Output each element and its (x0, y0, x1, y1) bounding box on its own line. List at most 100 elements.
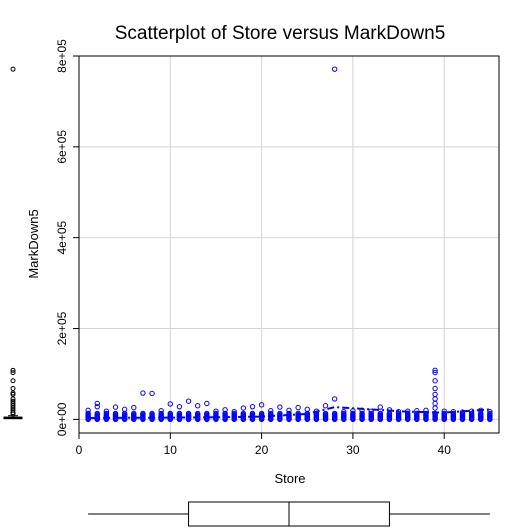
x-tick-label: 10 (164, 443, 178, 457)
data-point (432, 369, 438, 376)
data-point (185, 398, 192, 404)
data-point (112, 404, 119, 410)
y-box-outlier (10, 66, 16, 72)
data-point (149, 410, 155, 417)
data-point (350, 410, 356, 417)
data-point (368, 408, 374, 414)
y-box-outlier (10, 398, 16, 404)
data-point (131, 410, 137, 417)
data-point (295, 410, 301, 417)
data-point (249, 403, 256, 410)
data-point (331, 396, 338, 402)
y-box-outlier (10, 400, 16, 406)
data-point (478, 407, 484, 413)
data-point (331, 66, 338, 72)
data-point (341, 408, 347, 415)
data-point (468, 410, 475, 417)
data-point (295, 404, 301, 411)
data-point (414, 410, 420, 417)
data-point (194, 410, 201, 417)
data-point (286, 410, 292, 417)
data-point (112, 410, 119, 417)
data-point (249, 410, 256, 417)
data-point (94, 410, 100, 417)
y-box-outlier (10, 405, 16, 411)
data-point (432, 378, 438, 384)
data-point (441, 410, 447, 417)
data-point (94, 403, 100, 410)
data-point (176, 403, 183, 410)
data-point (213, 410, 219, 417)
x-boxplot (88, 501, 490, 527)
data-point (277, 404, 283, 410)
data-point (432, 405, 438, 411)
data-point (121, 406, 128, 413)
smooth-line-group (88, 406, 490, 419)
x-tick-label: 30 (346, 443, 360, 457)
data-point (194, 403, 201, 409)
y-tick-label: 0e+00 (55, 402, 69, 436)
data-point (368, 410, 374, 417)
data-point (268, 408, 274, 414)
data-point (450, 408, 457, 415)
data-point (341, 410, 347, 417)
y-tick-label: 8e+05 (55, 39, 69, 73)
axis-ticks: 0 10 20 30 40 0e+00 2e+05 4e+05 6e+05 8e+05 (55, 39, 451, 457)
data-point (331, 410, 338, 417)
data-point (432, 396, 438, 402)
data-point (414, 408, 420, 414)
data-point (350, 408, 356, 414)
data-point (395, 410, 402, 417)
data-point (158, 410, 164, 417)
data-point (395, 408, 402, 415)
data-point (204, 400, 210, 407)
chart-title: Scatterplot of Store versus MarkDown5 (115, 23, 446, 44)
plot-frame (78, 55, 500, 434)
data-point (441, 408, 447, 414)
data-point (432, 385, 438, 392)
data-point (204, 410, 210, 417)
data-point (432, 391, 438, 398)
x-tick-label: 0 (76, 443, 83, 457)
data-point (386, 410, 393, 417)
data-point (277, 410, 283, 417)
y-box-outlier (10, 391, 16, 397)
data-point (131, 404, 137, 411)
data-point (468, 408, 475, 414)
data-point (222, 407, 228, 413)
data-point (432, 410, 438, 417)
x-axis-label: Store (274, 471, 305, 486)
data-point (377, 410, 384, 417)
data-point (432, 367, 438, 374)
data-point (423, 407, 429, 413)
y-axis-label: MarkDown5 (26, 209, 41, 278)
data-point (487, 408, 493, 415)
data-point (286, 407, 292, 413)
data-point (258, 402, 265, 408)
data-point (231, 410, 237, 417)
data-point (459, 409, 466, 415)
data-point (423, 410, 429, 417)
data-point (404, 410, 411, 417)
data-point (304, 406, 310, 413)
data-point (404, 408, 411, 414)
data-point (478, 410, 484, 417)
data-point (185, 410, 192, 417)
data-point (94, 400, 100, 407)
y-tick-label: 6e+05 (55, 130, 69, 164)
y-tick-label: 4e+05 (55, 221, 69, 255)
data-point (140, 410, 146, 417)
data-point (222, 410, 228, 417)
data-point (140, 390, 146, 396)
y-box-outlier (10, 378, 16, 384)
y-box-outlier (10, 411, 16, 417)
y-box-outlier (10, 396, 16, 402)
data-point (103, 410, 110, 417)
data-point (85, 407, 91, 413)
data-point (432, 400, 438, 407)
data-point (386, 407, 393, 413)
data-point (240, 405, 247, 411)
data-point (313, 408, 320, 414)
data-point (176, 410, 183, 417)
